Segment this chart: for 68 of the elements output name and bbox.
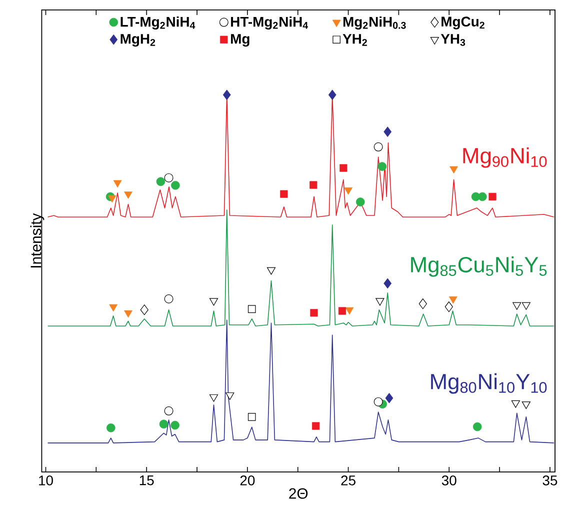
point [109, 304, 118, 312]
point [124, 192, 132, 199]
series-label: Mg$_{90}$Ni$_{10}$ [463, 147, 547, 168]
point [156, 177, 166, 186]
point [450, 166, 458, 174]
x-tick-label: 10 [39, 475, 53, 486]
point [384, 126, 392, 138]
x-tick-label: 35 [542, 475, 558, 486]
point [222, 90, 231, 100]
legend-label: HT-Mg$_{2}$NiH$_{4}$ [231, 16, 308, 30]
series-label: Mg$_{85}$Cu$_{5}$Ni$_{5}$Y$_{5}$ [411, 256, 547, 277]
point [106, 423, 116, 432]
point [444, 302, 453, 312]
legend-label: YH$_{3}$ [440, 34, 466, 46]
point [310, 181, 318, 189]
point [345, 307, 354, 315]
point [310, 309, 318, 317]
point [124, 310, 132, 318]
point [164, 173, 174, 182]
point [374, 397, 383, 406]
x-tick-label: 30 [442, 475, 456, 486]
legend-label: Mg$_{2}$NiH$_{0.3}$ [343, 16, 406, 30]
legend-label: LT-Mg$_{2}$NiH$_{4}$ [120, 16, 196, 30]
point [356, 198, 365, 206]
point [266, 267, 276, 275]
point [209, 298, 218, 306]
point [522, 402, 530, 409]
point [448, 296, 458, 304]
point [108, 195, 116, 203]
point [170, 420, 180, 430]
x-tick-label: 15 [140, 476, 154, 486]
point [164, 294, 174, 304]
point [280, 190, 288, 198]
point [385, 392, 394, 404]
point [488, 192, 496, 200]
point [226, 392, 234, 400]
point [418, 298, 427, 310]
point [312, 422, 320, 430]
legend-label: MgH$_{2}$ [120, 34, 156, 47]
point [344, 187, 352, 195]
point [140, 304, 148, 316]
point [378, 162, 387, 171]
point [338, 307, 346, 315]
point [374, 142, 383, 152]
point [171, 180, 180, 190]
point [164, 406, 174, 416]
point [511, 400, 520, 408]
x-tick-label: 25 [341, 475, 356, 486]
point [472, 422, 482, 432]
point [159, 420, 168, 428]
x-tick-label: 20 [240, 475, 255, 486]
series-label: Mg$_{80}$Ni$_{10}$Y$_{10}$ [431, 373, 547, 394]
legend-label: MgCu$_{2}$ [442, 16, 484, 30]
point [340, 164, 348, 172]
point [113, 180, 122, 188]
point [248, 305, 256, 313]
legend-label: YH$_{2}$ [342, 34, 367, 46]
point [376, 298, 384, 306]
point [384, 278, 392, 289]
point [512, 302, 522, 310]
point [328, 90, 336, 100]
point [478, 192, 487, 202]
point [209, 394, 218, 402]
y-axis-title: Intensity [30, 213, 44, 268]
point [522, 302, 530, 310]
point [248, 413, 256, 421]
x-axis-title: 2Θ [289, 488, 308, 499]
legend-label: Mg [231, 34, 250, 47]
